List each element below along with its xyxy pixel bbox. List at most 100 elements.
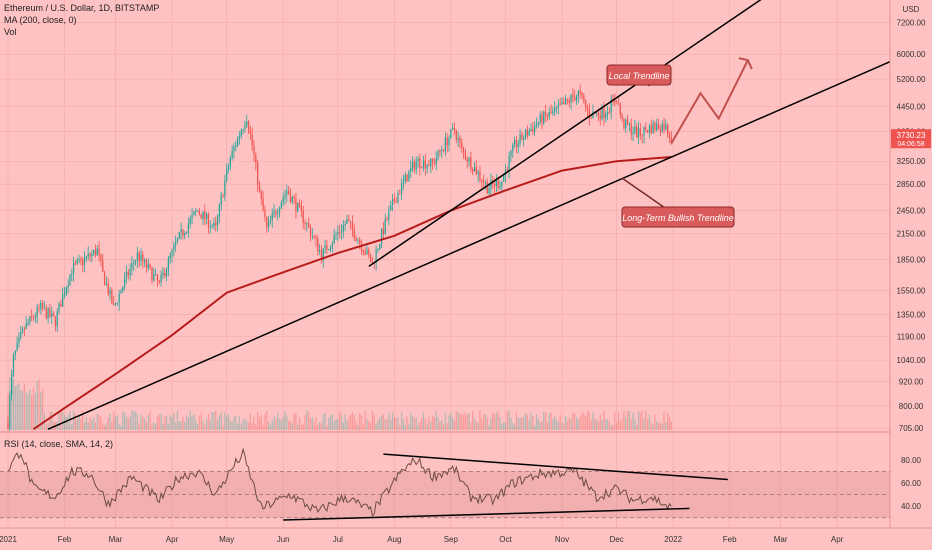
candle[interactable] (439, 150, 441, 152)
candle[interactable] (648, 125, 651, 133)
candle[interactable] (287, 190, 290, 195)
candle[interactable] (185, 231, 188, 234)
candle[interactable] (583, 95, 585, 101)
candle[interactable] (87, 253, 89, 257)
candle[interactable] (646, 130, 649, 133)
candle[interactable] (661, 123, 663, 132)
candle[interactable] (446, 137, 448, 146)
candle[interactable] (441, 150, 443, 152)
candle[interactable] (329, 246, 332, 250)
candle[interactable] (665, 124, 667, 130)
candle[interactable] (506, 169, 508, 171)
candle[interactable] (111, 290, 113, 304)
candle[interactable] (355, 238, 357, 241)
candle[interactable] (592, 111, 594, 119)
candle[interactable] (204, 211, 206, 220)
candle[interactable] (632, 132, 634, 134)
candle[interactable] (421, 167, 423, 169)
candle[interactable] (391, 199, 394, 206)
candle[interactable] (488, 188, 490, 194)
candle[interactable] (333, 235, 335, 244)
last-price-tag[interactable] (891, 129, 931, 149)
candle[interactable] (626, 119, 629, 125)
candle[interactable] (300, 205, 303, 211)
candle[interactable] (273, 211, 275, 214)
candle[interactable] (475, 166, 477, 175)
candle[interactable] (630, 124, 632, 134)
candle[interactable] (535, 124, 538, 126)
candle[interactable] (123, 278, 126, 287)
candle[interactable] (371, 262, 374, 264)
candle[interactable] (72, 263, 75, 274)
candle[interactable] (280, 202, 282, 209)
candle[interactable] (654, 123, 656, 130)
candle[interactable] (606, 111, 609, 115)
candle[interactable] (450, 129, 452, 139)
candle[interactable] (608, 111, 611, 113)
candle[interactable] (510, 150, 512, 156)
candle[interactable] (599, 115, 601, 120)
candle[interactable] (120, 291, 122, 294)
candle[interactable] (309, 226, 312, 237)
candle[interactable] (408, 171, 410, 182)
candle[interactable] (198, 210, 200, 215)
candle[interactable] (218, 204, 221, 217)
candle[interactable] (419, 158, 421, 168)
candle[interactable] (138, 252, 140, 261)
candle[interactable] (11, 374, 13, 396)
candle[interactable] (430, 158, 432, 166)
candle[interactable] (258, 185, 261, 191)
candle[interactable] (211, 225, 213, 227)
candle[interactable] (384, 218, 386, 234)
candle[interactable] (579, 90, 581, 93)
candle[interactable] (149, 264, 151, 268)
candle[interactable] (282, 197, 284, 203)
candle[interactable] (610, 99, 612, 113)
candle[interactable] (165, 269, 168, 277)
candle[interactable] (71, 273, 73, 275)
candle[interactable] (32, 316, 35, 318)
candle[interactable] (93, 249, 95, 254)
candle[interactable] (80, 259, 82, 260)
candle[interactable] (652, 123, 654, 133)
candle[interactable] (306, 223, 308, 225)
candle[interactable] (140, 254, 142, 261)
candle[interactable] (466, 159, 468, 162)
candle[interactable] (9, 395, 11, 429)
candle[interactable] (452, 127, 454, 130)
candle[interactable] (357, 240, 359, 242)
candle[interactable] (191, 214, 193, 219)
candle[interactable] (481, 179, 483, 182)
candle[interactable] (637, 128, 640, 138)
candles[interactable] (7, 84, 672, 431)
candle[interactable] (213, 222, 215, 226)
candle[interactable] (468, 157, 470, 162)
candle[interactable] (251, 133, 253, 146)
candle[interactable] (317, 238, 319, 252)
candle[interactable] (619, 104, 621, 115)
candle[interactable] (348, 219, 350, 222)
candle[interactable] (623, 119, 625, 129)
candle[interactable] (453, 127, 456, 131)
candle[interactable] (457, 137, 459, 140)
candle[interactable] (461, 142, 463, 149)
candle[interactable] (435, 158, 437, 164)
candle[interactable] (322, 248, 324, 261)
long-term-trendline-label-box[interactable] (621, 206, 735, 228)
candle[interactable] (229, 158, 231, 167)
candle[interactable] (668, 134, 671, 138)
candle[interactable] (595, 112, 598, 114)
candle[interactable] (286, 190, 288, 195)
candle[interactable] (187, 223, 190, 232)
candle[interactable] (40, 302, 42, 309)
candle[interactable] (337, 232, 339, 235)
candle[interactable] (410, 167, 412, 172)
candle[interactable] (597, 112, 600, 116)
candle[interactable] (297, 202, 299, 212)
candle[interactable] (362, 250, 364, 253)
candle[interactable] (544, 111, 547, 116)
candle[interactable] (20, 332, 22, 338)
candle[interactable] (331, 243, 334, 247)
candle[interactable] (134, 260, 137, 263)
